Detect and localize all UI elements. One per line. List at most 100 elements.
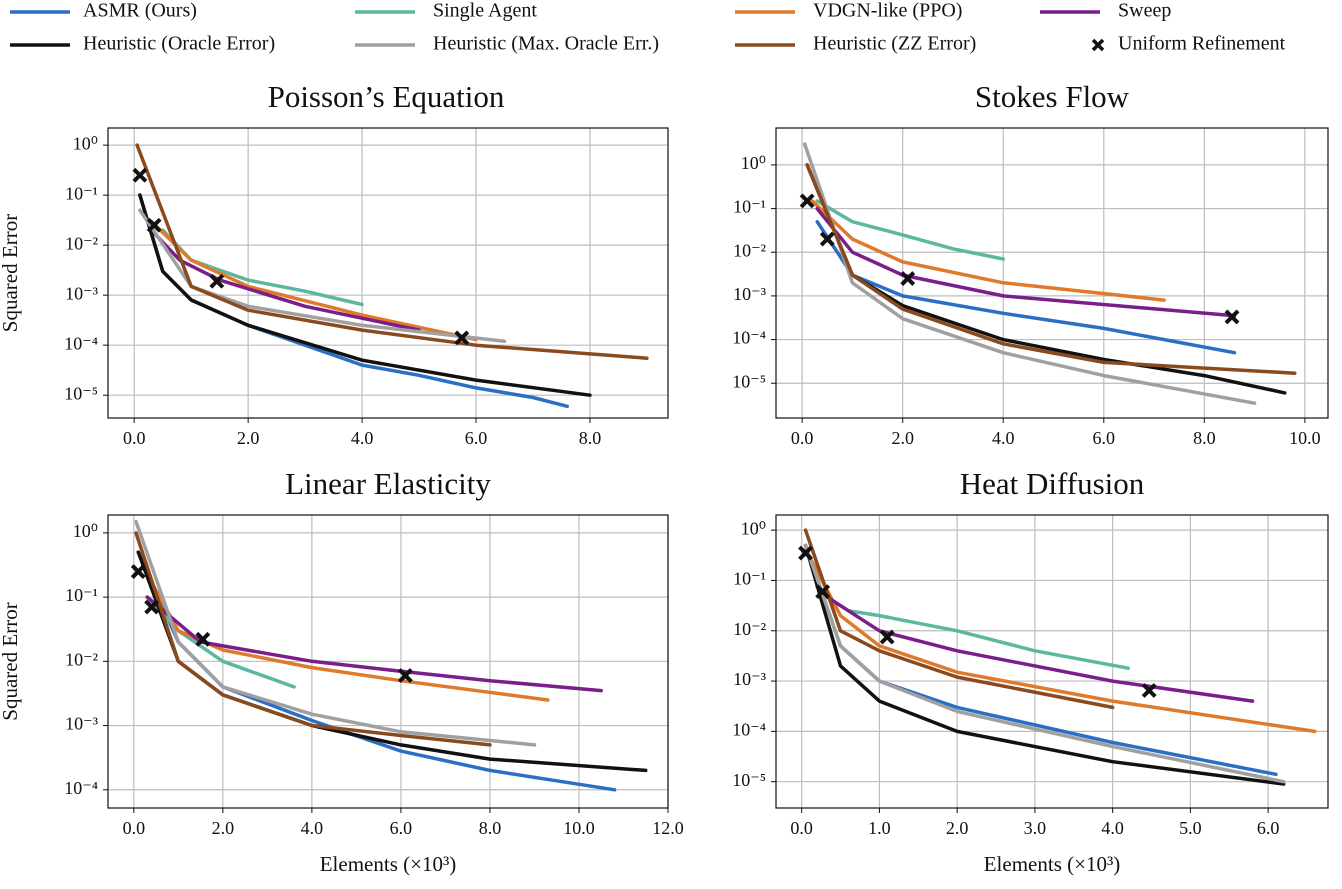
series: Heuristic (Oracle Error) [805, 163, 1287, 395]
x-tick-label: 5.0 [1179, 818, 1202, 838]
y-tick-label: 10⁻¹ [733, 197, 766, 217]
series-line [810, 199, 1166, 302]
uniform-marker [1224, 309, 1240, 325]
y-axis-label: Squared Error [0, 602, 22, 720]
x-tick-label: 8.0 [479, 818, 502, 838]
series-line [803, 543, 1286, 784]
x-tick-label: 6.0 [390, 818, 413, 838]
series: ASMR (Ours) [136, 550, 617, 792]
plot-frame [775, 127, 1329, 419]
series: Uniform Refinement [130, 564, 413, 683]
series-line [815, 219, 1237, 355]
legend-label: Heuristic (Oracle Error) [83, 33, 275, 55]
uniform-marker [132, 167, 148, 183]
y-tick-label: 10⁻⁴ [732, 328, 766, 348]
uniform-marker [815, 584, 831, 600]
series: ASMR (Ours) [815, 219, 1237, 355]
legend-label: Sweep [1118, 0, 1171, 22]
series: Uniform Refinement [798, 545, 1157, 698]
series-line [807, 554, 1317, 734]
plot-frame [107, 127, 669, 419]
series: VDGN-like (PPO) [810, 199, 1166, 302]
series-line [136, 550, 617, 792]
series: Single Agent [815, 199, 1005, 261]
legend-label: Single Agent [433, 0, 537, 22]
series-line [134, 519, 537, 747]
x-tick-label: 6.0 [1257, 818, 1280, 838]
uniform-marker [1141, 683, 1157, 698]
x-tick-label: 4.0 [1101, 818, 1124, 838]
legend-label: Uniform Refinement [1118, 33, 1286, 55]
x-tick-label: 12.0 [652, 818, 684, 838]
series: Sweep [815, 206, 1237, 318]
plot-frame [107, 514, 669, 809]
y-tick-label: 10⁻³ [733, 284, 767, 304]
uniform-marker [195, 631, 211, 647]
y-tick-label: 10⁻¹ [65, 183, 98, 203]
x-tick-label: 2.0 [946, 818, 969, 838]
plot-frame [775, 514, 1329, 809]
y-tick-label: 10⁰ [741, 153, 766, 173]
uniform-marker [454, 330, 470, 346]
x-tick-label: 1.0 [868, 818, 891, 838]
series: Single Agent [145, 595, 296, 689]
series-line [803, 543, 1286, 786]
x-tick-label: 4.0 [992, 428, 1015, 448]
uniform-marker [209, 273, 225, 289]
y-tick-label: 10⁰ [73, 133, 98, 153]
uniform-marker [144, 599, 160, 615]
uniform-marker [397, 668, 413, 683]
series: Heuristic (Max. Oracle Err.) [802, 142, 1257, 405]
x-tick-label: 4.0 [301, 818, 324, 838]
series: Heuristic (Max. Oracle Err.) [138, 208, 507, 343]
series: Uniform Refinement [132, 167, 470, 346]
series: Heuristic (ZZ Error) [134, 531, 492, 747]
y-tick-label: 10⁻¹ [65, 585, 98, 605]
legend-label: Heuristic (Max. Oracle Err.) [433, 33, 659, 55]
y-tick-label: 10⁻² [733, 240, 766, 260]
series-line [846, 608, 1130, 670]
x-tick-label: 2.0 [237, 428, 260, 448]
uniform-marker [819, 231, 835, 247]
y-tick-label: 10⁻⁴ [64, 778, 98, 798]
series: Heuristic (Max. Oracle Err.) [803, 543, 1286, 784]
x-tick-label: 10.0 [1289, 428, 1321, 448]
series-line [138, 193, 592, 397]
legend-label: VDGN-like (PPO) [813, 0, 962, 22]
legend-marker [1091, 38, 1105, 52]
series: Heuristic (Oracle Error) [803, 543, 1286, 786]
y-tick-label: 10⁻³ [65, 714, 99, 734]
series-line [805, 163, 1287, 395]
chart-title: Heat Diffusion [960, 466, 1145, 501]
x-tick-label: 8.0 [579, 428, 602, 448]
x-tick-label: 2.0 [891, 428, 914, 448]
x-tick-label: 6.0 [465, 428, 488, 448]
x-axis-label: Elements (×10³) [320, 852, 457, 876]
uniform-marker [799, 193, 815, 209]
x-tick-label: 6.0 [1093, 428, 1116, 448]
y-tick-label: 10⁻² [733, 619, 766, 639]
series-line [802, 142, 1257, 405]
series: Heuristic (ZZ Error) [135, 143, 649, 360]
series-line [134, 531, 492, 747]
x-tick-label: 4.0 [351, 428, 374, 448]
series-line [805, 163, 1297, 375]
series-line [815, 199, 1005, 261]
x-tick-label: 0.0 [123, 428, 146, 448]
y-tick-label: 10⁻² [65, 649, 98, 669]
chart-title: Poisson’s Equation [268, 79, 505, 114]
y-tick-label: 10⁻³ [65, 283, 99, 303]
uniform-marker [798, 545, 813, 561]
series: ASMR (Ours) [138, 193, 569, 409]
x-tick-label: 2.0 [212, 818, 235, 838]
legend-label: Heuristic (ZZ Error) [813, 33, 976, 55]
y-tick-label: 10⁻⁵ [732, 770, 766, 790]
series-line [138, 193, 569, 409]
x-tick-label: 0.0 [123, 818, 146, 838]
x-axis-label: Elements (×10³) [984, 852, 1121, 876]
chart-title: Linear Elasticity [285, 466, 491, 501]
y-axis-label: Squared Error [0, 214, 22, 332]
